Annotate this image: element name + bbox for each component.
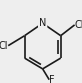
- Text: N: N: [39, 18, 46, 28]
- Text: F: F: [49, 75, 55, 83]
- Text: Cl: Cl: [75, 20, 82, 30]
- Text: Cl: Cl: [0, 41, 8, 51]
